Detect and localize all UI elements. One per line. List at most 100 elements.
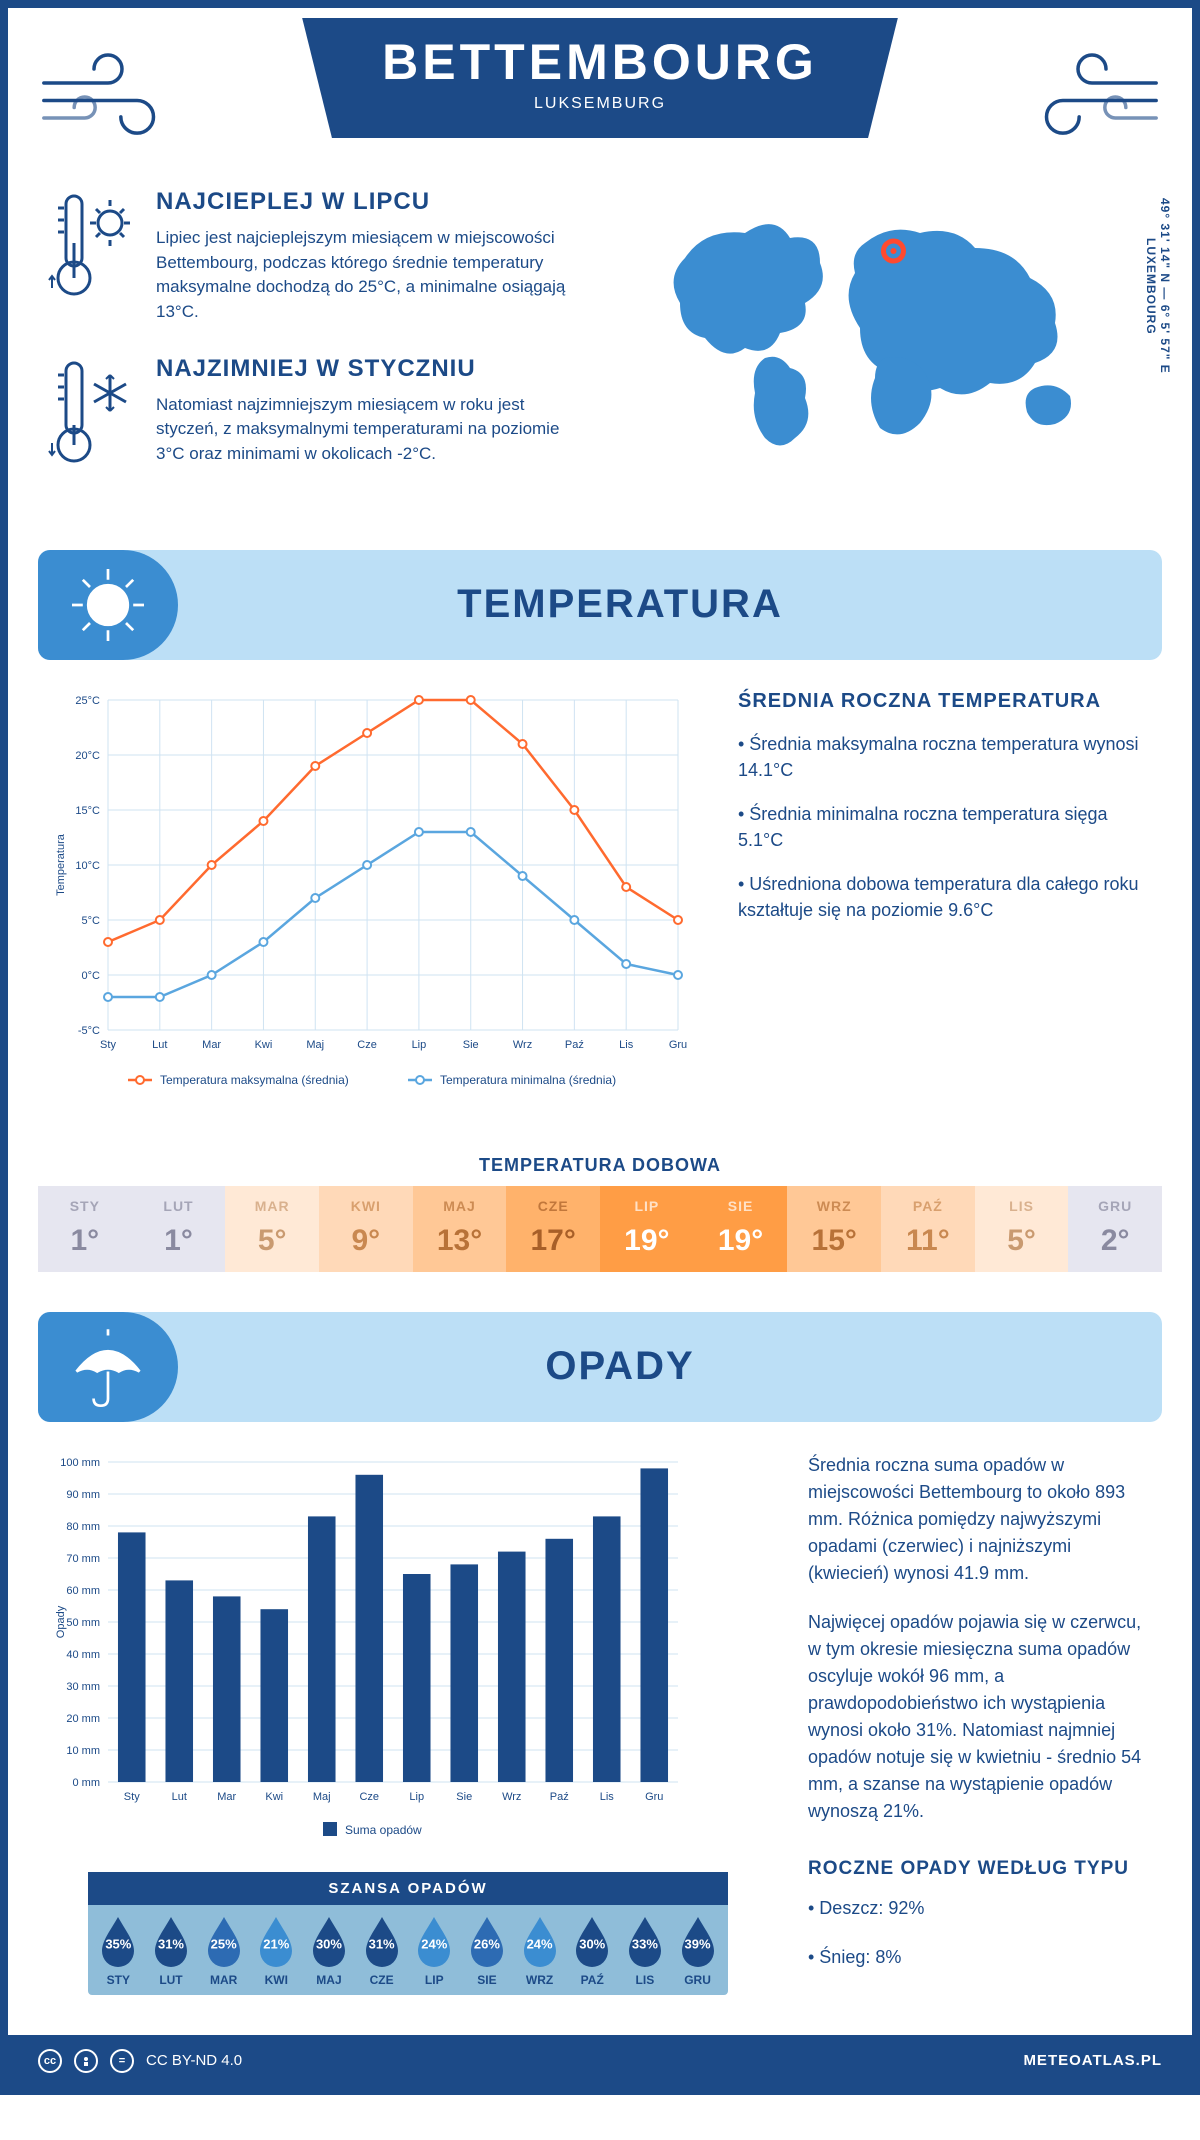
temperature-bullet: • Średnia minimalna roczna temperatura s… (738, 801, 1152, 853)
nd-icon: = (110, 2049, 134, 2073)
drop-icon: 31% (361, 1915, 403, 1967)
temperature-line-chart: -5°C0°C5°C10°C15°C20°C25°CStyLutMarKwiMa… (48, 690, 698, 1115)
daily-temp-cell: SIE19° (694, 1186, 788, 1272)
svg-text:Paź: Paź (565, 1039, 584, 1051)
svg-text:Lut: Lut (172, 1791, 187, 1803)
daily-temp-cell: GRU2° (1068, 1186, 1162, 1272)
daily-temp-cell: LIS5° (975, 1186, 1069, 1272)
svg-text:40 mm: 40 mm (66, 1649, 100, 1661)
precipitation-bar-chart: 0 mm10 mm20 mm30 mm40 mm50 mm60 mm70 mm8… (48, 1452, 768, 1995)
world-map: 49° 31' 14" N — 6° 5' 57" E LUXEMBOURG (618, 188, 1152, 510)
svg-text:10 mm: 10 mm (66, 1745, 100, 1757)
temperature-summary: ŚREDNIA ROCZNA TEMPERATURA • Średnia mak… (738, 690, 1152, 1115)
wind-icon (1022, 48, 1162, 141)
svg-text:Opady: Opady (55, 1605, 67, 1638)
svg-text:Lip: Lip (412, 1039, 427, 1051)
temperature-bullet: • Uśredniona dobowa temperatura dla całe… (738, 871, 1152, 923)
title-banner: BETTEMBOURG LUKSEMBURG (302, 18, 898, 138)
city-name: BETTEMBOURG (382, 33, 818, 91)
drop-icon: 24% (413, 1915, 455, 1967)
warmest-text: Lipiec jest najcieplejszym miesiącem w m… (156, 226, 588, 325)
thermometer-snow-icon (48, 355, 138, 480)
country-name: LUKSEMBURG (382, 95, 818, 113)
precip-chance-cell: 30% MAJ (304, 1915, 354, 1987)
svg-text:90 mm: 90 mm (66, 1489, 100, 1501)
page-footer: cc = CC BY-ND 4.0 METEOATLAS.PL (8, 2035, 1192, 2087)
svg-text:Maj: Maj (313, 1791, 331, 1803)
daily-temp-cell: MAR5° (225, 1186, 319, 1272)
svg-text:Paź: Paź (550, 1791, 569, 1803)
drop-icon: 30% (571, 1915, 613, 1967)
svg-text:Wrz: Wrz (513, 1039, 532, 1051)
svg-text:Temperatura minimalna (średnia: Temperatura minimalna (średnia) (440, 1073, 616, 1087)
precipitation-paragraph: Najwięcej opadów pojawia się w czerwcu, … (808, 1609, 1152, 1825)
precip-chance-cell: 31% LUT (146, 1915, 196, 1987)
drop-icon: 25% (203, 1915, 245, 1967)
svg-text:Sie: Sie (463, 1039, 479, 1051)
temperature-summary-title: ŚREDNIA ROCZNA TEMPERATURA (738, 690, 1152, 713)
svg-text:Lis: Lis (619, 1039, 634, 1051)
drop-icon: 33% (624, 1915, 666, 1967)
svg-text:Lis: Lis (600, 1791, 615, 1803)
daily-temp-cell: MAJ13° (413, 1186, 507, 1272)
coordinates: 49° 31' 14" N — 6° 5' 57" E LUXEMBOURG (1144, 198, 1172, 374)
umbrella-icon (38, 1312, 178, 1422)
svg-text:Mar: Mar (217, 1791, 236, 1803)
precip-chance-cell: 31% CZE (357, 1915, 407, 1987)
coldest-block: NAJZIMNIEJ W STYCZNIU Natomiast najzimni… (48, 355, 588, 480)
svg-text:Sie: Sie (456, 1791, 472, 1803)
warmest-block: NAJCIEPLEJ W LIPCU Lipiec jest najcieple… (48, 188, 588, 325)
svg-text:60 mm: 60 mm (66, 1585, 100, 1597)
coordinates-label: LUXEMBOURG (1144, 238, 1158, 335)
drop-icon: 21% (255, 1915, 297, 1967)
daily-temp-cell: PAŹ11° (881, 1186, 975, 1272)
svg-text:Temperatura: Temperatura (55, 833, 67, 896)
section-header-precip: OPADY (38, 1312, 1162, 1422)
drop-icon: 35% (97, 1915, 139, 1967)
svg-text:Kwi: Kwi (265, 1791, 283, 1803)
intro-section: NAJCIEPLEJ W LIPCU Lipiec jest najcieple… (8, 178, 1192, 540)
svg-text:20 mm: 20 mm (66, 1713, 100, 1725)
svg-text:Gru: Gru (645, 1791, 663, 1803)
cc-icon: cc (38, 2049, 62, 2073)
precipitation-type-bullet: • Śnieg: 8% (808, 1944, 1152, 1971)
svg-text:15°C: 15°C (75, 805, 100, 817)
precip-chance-cell: 30% PAŹ (567, 1915, 617, 1987)
section-header-temperature: TEMPERATURA (38, 550, 1162, 660)
svg-text:Maj: Maj (306, 1039, 324, 1051)
thermometer-sun-icon (48, 188, 138, 325)
precipitation-paragraph: Średnia roczna suma opadów w miejscowośc… (808, 1452, 1152, 1587)
svg-text:Kwi: Kwi (255, 1039, 273, 1051)
svg-text:25°C: 25°C (75, 695, 100, 707)
svg-text:Lip: Lip (409, 1791, 424, 1803)
drop-icon: 39% (677, 1915, 719, 1967)
coldest-text: Natomiast najzimniejszym miesiącem w rok… (156, 393, 588, 467)
wind-icon (38, 48, 178, 141)
daily-temp-cell: CZE17° (506, 1186, 600, 1272)
precip-chance-title: SZANSA OPADÓW (88, 1872, 728, 1905)
daily-temp-cell: LUT1° (132, 1186, 226, 1272)
section-title: TEMPERATURA (178, 582, 1162, 627)
daily-temp-cell: KWI9° (319, 1186, 413, 1272)
svg-text:Lut: Lut (152, 1039, 167, 1051)
svg-text:20°C: 20°C (75, 750, 100, 762)
svg-text:Gru: Gru (669, 1039, 687, 1051)
warmest-title: NAJCIEPLEJ W LIPCU (156, 188, 588, 216)
svg-text:30 mm: 30 mm (66, 1681, 100, 1693)
drop-icon: 30% (308, 1915, 350, 1967)
drop-icon: 31% (150, 1915, 192, 1967)
precipitation-summary: Średnia roczna suma opadów w miejscowośc… (808, 1452, 1152, 1995)
daily-temp-title: TEMPERATURA DOBOWA (8, 1155, 1192, 1176)
svg-text:Suma opadów: Suma opadów (345, 1823, 422, 1837)
drop-icon: 24% (519, 1915, 561, 1967)
page: BETTEMBOURG LUKSEMBURG (0, 0, 1200, 2095)
daily-temp-cell: LIP19° (600, 1186, 694, 1272)
precip-chance-cell: 25% MAR (199, 1915, 249, 1987)
precipitation-type-title: ROCZNE OPADY WEDŁUG TYPU (808, 1855, 1152, 1884)
license-text: CC BY-ND 4.0 (146, 2052, 242, 2069)
site-name: METEOATLAS.PL (1023, 2052, 1162, 2069)
coordinates-value: 49° 31' 14" N — 6° 5' 57" E (1158, 198, 1172, 374)
by-icon (74, 2049, 98, 2073)
page-header: BETTEMBOURG LUKSEMBURG (8, 8, 1192, 178)
svg-text:Sty: Sty (100, 1039, 116, 1051)
